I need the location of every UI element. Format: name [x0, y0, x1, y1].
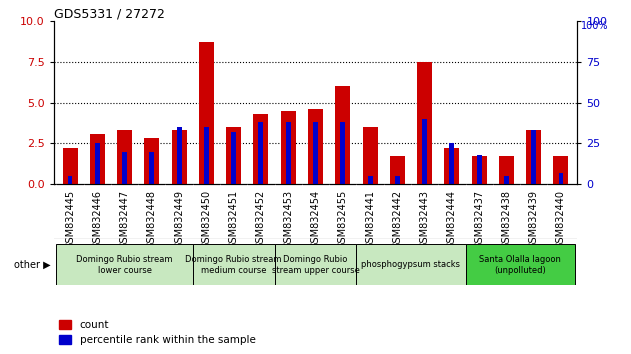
Bar — [368, 176, 372, 184]
Bar — [504, 176, 509, 184]
Bar — [390, 156, 405, 184]
Bar — [476, 155, 481, 184]
Bar — [340, 122, 345, 184]
Legend: count, percentile rank within the sample: count, percentile rank within the sample — [59, 320, 256, 345]
Text: 100%: 100% — [581, 21, 608, 31]
Bar — [422, 119, 427, 184]
Bar — [499, 156, 514, 184]
Text: GSM832444: GSM832444 — [447, 190, 457, 249]
Text: GSM832448: GSM832448 — [147, 190, 157, 249]
Text: GSM832437: GSM832437 — [474, 190, 484, 249]
Text: other ▶: other ▶ — [14, 259, 50, 270]
Bar — [177, 127, 182, 184]
Text: GSM832446: GSM832446 — [92, 190, 102, 249]
Bar — [62, 148, 78, 184]
Bar — [95, 143, 100, 184]
Bar — [259, 122, 263, 184]
Text: Domingo Rubio stream
lower course: Domingo Rubio stream lower course — [76, 255, 173, 275]
Bar — [274, 244, 357, 285]
Bar — [357, 244, 466, 285]
Text: GSM832441: GSM832441 — [365, 190, 375, 249]
Bar — [417, 62, 432, 184]
Bar — [558, 173, 563, 184]
Text: GSM832442: GSM832442 — [392, 190, 403, 249]
Bar — [363, 127, 377, 184]
Bar — [150, 152, 155, 184]
Text: GSM832451: GSM832451 — [228, 190, 239, 249]
Text: GSM832439: GSM832439 — [529, 190, 539, 249]
Text: GSM832455: GSM832455 — [338, 190, 348, 249]
Bar — [449, 143, 454, 184]
Text: GSM832453: GSM832453 — [283, 190, 293, 249]
Bar — [308, 109, 323, 184]
Bar — [117, 130, 132, 184]
Text: GSM832452: GSM832452 — [256, 190, 266, 249]
Text: GDS5331 / 27272: GDS5331 / 27272 — [54, 7, 165, 20]
Text: GSM832440: GSM832440 — [556, 190, 566, 249]
Bar — [281, 111, 296, 184]
Bar — [335, 86, 350, 184]
Bar — [553, 156, 569, 184]
Bar — [204, 127, 209, 184]
Text: GSM832449: GSM832449 — [174, 190, 184, 249]
Text: GSM832447: GSM832447 — [119, 190, 129, 249]
Bar — [122, 152, 127, 184]
Bar — [395, 176, 400, 184]
Bar — [68, 176, 73, 184]
Text: GSM832445: GSM832445 — [65, 190, 75, 249]
Bar — [531, 130, 536, 184]
Bar — [444, 148, 459, 184]
Bar — [286, 122, 291, 184]
Text: Domingo Rubio
stream upper course: Domingo Rubio stream upper course — [271, 255, 360, 275]
Bar — [90, 135, 105, 184]
Text: GSM832443: GSM832443 — [420, 190, 430, 249]
Bar — [192, 244, 274, 285]
Bar — [526, 130, 541, 184]
Text: GSM832454: GSM832454 — [310, 190, 321, 249]
Bar — [199, 42, 214, 184]
Bar — [471, 156, 487, 184]
Bar — [231, 132, 236, 184]
Text: Domingo Rubio stream
medium course: Domingo Rubio stream medium course — [186, 255, 282, 275]
Bar — [254, 114, 268, 184]
Bar — [144, 138, 160, 184]
Text: phosphogypsum stacks: phosphogypsum stacks — [362, 260, 461, 269]
Bar — [466, 244, 575, 285]
Bar — [172, 130, 187, 184]
Bar — [226, 127, 241, 184]
Bar — [56, 244, 192, 285]
Text: GSM832438: GSM832438 — [502, 190, 512, 249]
Bar — [313, 122, 318, 184]
Text: Santa Olalla lagoon
(unpolluted): Santa Olalla lagoon (unpolluted) — [479, 255, 561, 275]
Text: GSM832450: GSM832450 — [201, 190, 211, 249]
